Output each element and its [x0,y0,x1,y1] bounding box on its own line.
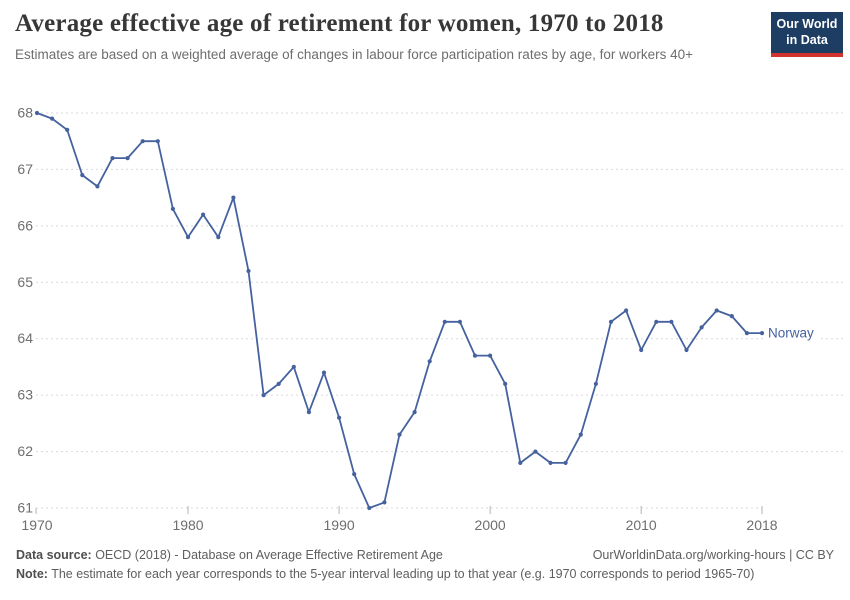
data-point[interactable] [170,206,175,211]
y-axis-tick-label: 66 [17,217,33,233]
data-point[interactable] [261,393,266,398]
data-point[interactable] [291,364,296,369]
chart-header: Average effective age of retirement for … [15,10,835,64]
y-axis-tick-label: 64 [17,330,33,346]
data-point[interactable] [593,381,599,386]
series-label[interactable]: Norway [768,326,814,341]
data-point[interactable] [246,268,251,274]
data-point[interactable] [201,212,206,217]
data-point[interactable] [442,319,447,324]
y-axis-tick-label: 61 [17,500,33,516]
data-point[interactable] [412,410,417,415]
owid-logo-line2: in Data [786,32,828,47]
x-axis-tick-label: 1970 [21,517,52,533]
data-line[interactable] [36,112,763,509]
data-point[interactable] [110,156,115,161]
data-point[interactable] [624,308,629,313]
owid-logo[interactable]: Our World in Data [771,12,843,57]
data-point[interactable] [276,381,281,386]
y-axis-tick-label: 65 [17,274,33,290]
data-point[interactable] [231,195,236,200]
data-point[interactable] [337,415,342,420]
data-point[interactable] [684,347,689,353]
data-point[interactable] [744,331,750,336]
data-point[interactable] [488,353,493,358]
note-line: Note: The estimate for each year corresp… [16,567,754,581]
data-point[interactable] [65,127,70,132]
x-axis-tick-label: 2000 [475,517,506,533]
data-point[interactable] [185,235,191,240]
data-point[interactable] [321,370,327,375]
owid-attribution-link[interactable]: OurWorldinData.org/working-hours | CC BY [592,548,834,562]
note-label: Note: [16,567,48,581]
data-point[interactable] [563,460,568,465]
data-point[interactable] [608,319,614,324]
series-label-mask [764,324,820,343]
data-point[interactable] [306,410,311,415]
data-point[interactable] [457,319,462,324]
data-point[interactable] [367,505,372,511]
page-title: Average effective age of retirement for … [15,10,664,37]
y-axis-tick-label: 62 [17,443,33,459]
data-point[interactable] [140,139,145,144]
data-point[interactable] [669,319,674,324]
data-point[interactable] [34,110,40,116]
y-axis-tick-label: 67 [17,161,33,177]
data-source-line: Data source: OECD (2018) - Database on A… [16,546,443,565]
note-text: The estimate for each year corresponds t… [47,567,755,581]
x-axis-tick-label: 2010 [626,517,657,533]
data-point[interactable] [699,325,704,330]
data-point[interactable] [533,449,538,454]
data-point[interactable] [397,432,402,437]
data-point[interactable] [714,308,719,313]
data-point[interactable] [548,460,553,465]
x-axis-tick-label: 2018 [746,517,777,533]
data-source-text: OECD (2018) - Database on Average Effect… [91,548,443,562]
y-axis-tick-label: 68 [17,105,33,121]
data-point[interactable] [95,184,100,189]
data-point[interactable] [503,381,508,386]
data-point[interactable] [654,319,659,324]
data-point[interactable] [352,472,357,477]
data-point[interactable] [427,359,432,364]
data-point[interactable] [639,347,644,353]
data-point[interactable] [729,314,734,319]
owid-logo-line1: Our World [776,16,838,31]
y-axis-tick-label: 63 [17,387,33,403]
data-point[interactable] [382,500,387,505]
data-point[interactable] [155,139,160,144]
data-point[interactable] [472,353,478,358]
data-point[interactable] [578,432,583,437]
data-point[interactable] [125,156,130,161]
chart-footer: Data source: OECD (2018) - Database on A… [16,546,834,584]
data-point[interactable] [80,173,85,178]
x-axis-tick-label: 1980 [172,517,203,533]
data-point[interactable] [518,460,523,465]
chart-subtitle: Estimates are based on a weighted averag… [15,46,694,62]
data-point[interactable] [759,331,765,336]
data-point[interactable] [50,116,55,121]
data-point[interactable] [216,235,221,240]
x-axis-tick-label: 1990 [324,517,355,533]
data-source-label: Data source: [16,548,92,562]
